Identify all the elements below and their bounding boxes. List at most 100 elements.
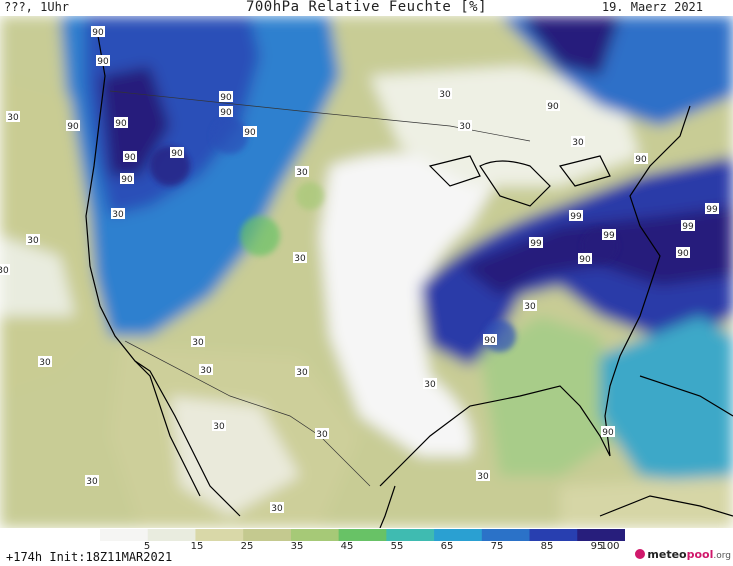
colorbar-segment	[147, 529, 196, 541]
svg-text:30: 30	[112, 210, 124, 220]
svg-text:90: 90	[67, 122, 79, 132]
contour-value-label: 30	[38, 356, 52, 368]
svg-text:30: 30	[7, 113, 19, 123]
colorbar-tick-label: 75	[490, 541, 504, 552]
valid-date: 19. Maerz 2021	[601, 0, 703, 14]
svg-text:99: 99	[682, 222, 694, 232]
svg-text:90: 90	[547, 102, 559, 112]
svg-text:90: 90	[677, 249, 689, 259]
contour-value-label: 90	[114, 117, 128, 129]
contour-value-label: 30	[85, 475, 99, 487]
contour-value-label: 30	[212, 420, 226, 432]
humidity-map: 90 90 90 90 90 90 90 90 90 90 90 90 90 90 90 90 99 99 99 99…	[0, 16, 733, 528]
colorbar-ticks: 5 15 25 35 45 55 65 75 85 95 100	[100, 541, 625, 555]
contour-value-label: 90	[123, 151, 137, 163]
contour-value-label: 90	[219, 106, 233, 118]
colorbar-segment	[100, 529, 149, 541]
contour-value-label: 30	[423, 378, 437, 390]
svg-text:30: 30	[271, 504, 283, 514]
contour-value-label: 30	[111, 208, 125, 220]
contour-value-label: 90	[91, 26, 105, 38]
svg-text:90: 90	[244, 128, 256, 138]
colorbar-tick-label: 25	[240, 541, 254, 552]
meteopool-logo: meteopool.org	[635, 548, 731, 561]
svg-text:30: 30	[27, 236, 39, 246]
colorbar	[100, 529, 625, 541]
svg-text:30: 30	[39, 358, 51, 368]
colorbar-tick-label: 65	[440, 541, 454, 552]
contour-value-label: 90	[634, 153, 648, 165]
svg-text:30: 30	[477, 472, 489, 482]
contour-value-label: 30	[0, 264, 10, 276]
svg-text:30: 30	[572, 138, 584, 148]
svg-text:90: 90	[124, 153, 136, 163]
contour-value-label: 30	[458, 120, 472, 132]
colorbar-segment	[338, 529, 387, 541]
contour-value-label: 30	[315, 428, 329, 440]
colorbar-segment	[290, 529, 340, 541]
colorbar-segment	[434, 529, 483, 541]
svg-text:90: 90	[220, 108, 232, 118]
contour-value-label: 30	[438, 88, 452, 100]
colorbar-segment	[577, 529, 625, 541]
svg-text:30: 30	[424, 380, 436, 390]
svg-text:99: 99	[603, 231, 615, 241]
contour-value-label: 90	[170, 147, 184, 159]
logo-icon	[635, 549, 646, 559]
contour-value-label: 90	[601, 426, 615, 438]
svg-text:30: 30	[524, 302, 536, 312]
contour-value-label: 30	[295, 366, 309, 378]
contour-value-label: 30	[571, 136, 585, 148]
colorbar-tick-label: 35	[290, 541, 304, 552]
svg-text:30: 30	[86, 477, 98, 487]
svg-text:99: 99	[530, 239, 542, 249]
contour-value-label: 90	[483, 334, 497, 346]
svg-text:30: 30	[316, 430, 328, 440]
contour-value-label: 30	[199, 364, 213, 376]
contour-value-label: 90	[219, 91, 233, 103]
svg-text:30: 30	[192, 338, 204, 348]
contour-value-label: 30	[26, 234, 40, 246]
contour-value-label: 99	[705, 203, 719, 215]
brand-meteo: meteo	[647, 548, 687, 561]
svg-text:30: 30	[213, 422, 225, 432]
svg-text:90: 90	[115, 119, 127, 129]
contour-value-label: 90	[546, 100, 560, 112]
contour-value-label: 99	[569, 210, 583, 222]
svg-text:90: 90	[171, 149, 183, 159]
svg-text:99: 99	[570, 212, 582, 222]
contour-value-label: 99	[529, 237, 543, 249]
contour-value-label: 30	[270, 502, 284, 514]
contour-value-label: 99	[602, 229, 616, 241]
contour-value-label: 30	[6, 111, 20, 123]
colorbar-segment	[481, 529, 531, 541]
svg-text:99: 99	[706, 205, 718, 215]
svg-text:90: 90	[97, 57, 109, 67]
svg-text:90: 90	[602, 428, 614, 438]
colorbar-tick-label: 5	[143, 541, 151, 552]
contour-value-label: 30	[293, 252, 307, 264]
colorbar-segment	[243, 529, 292, 541]
svg-text:30: 30	[294, 254, 306, 264]
colorbar-tick-label: 85	[540, 541, 554, 552]
svg-text:90: 90	[92, 28, 104, 38]
svg-text:30: 30	[296, 168, 308, 178]
contour-value-label: 99	[681, 220, 695, 232]
svg-text:90: 90	[635, 155, 647, 165]
svg-text:30: 30	[296, 368, 308, 378]
svg-text:90: 90	[579, 255, 591, 265]
map-header: ???, 1Uhr 700hPa Relative Feuchte [%] 19…	[0, 0, 733, 16]
svg-text:90: 90	[484, 336, 496, 346]
svg-text:30: 30	[439, 90, 451, 100]
svg-text:30: 30	[200, 366, 212, 376]
forecast-day-label: ???, 1Uhr	[4, 0, 70, 14]
colorbar-tick-label: 45	[340, 541, 354, 552]
contour-value-label: 90	[243, 126, 257, 138]
svg-text:30: 30	[0, 266, 9, 276]
contour-value-label: 90	[578, 253, 592, 265]
init-time-label: +174h Init:18Z11MAR2021	[6, 550, 173, 564]
map-title: 700hPa Relative Feuchte [%]	[245, 0, 488, 15]
contour-value-label: 90	[96, 55, 110, 67]
contour-value-label: 90	[676, 247, 690, 259]
contour-value-label: 90	[120, 173, 134, 185]
